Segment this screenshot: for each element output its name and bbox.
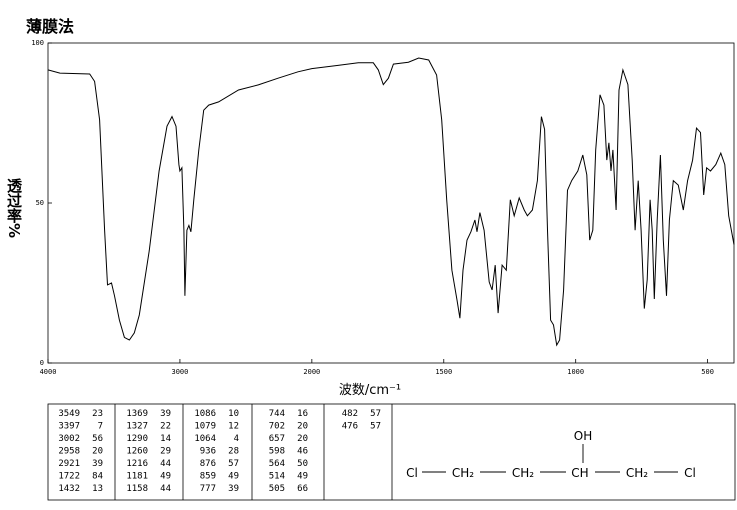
peak-transmittance: 16 [297, 409, 308, 419]
substituent: OH [574, 429, 592, 443]
peak-wavenumber: 744 [269, 409, 285, 419]
peak-wavenumber: 1432 [58, 484, 80, 494]
peak-wavenumber: 1722 [58, 472, 80, 482]
x-tick-label: 2000 [303, 368, 320, 376]
peak-transmittance: 4 [234, 434, 239, 444]
chart-title: 薄膜法 [26, 17, 74, 36]
bonds [422, 444, 678, 473]
peak-wavenumber: 1064 [194, 434, 216, 444]
peak-transmittance: 57 [370, 409, 381, 419]
x-axis-label: 波数/cm⁻¹ [339, 383, 401, 398]
peak-transmittance: 49 [297, 472, 308, 482]
peak-wavenumber: 859 [200, 472, 216, 482]
peak-wavenumber: 936 [200, 447, 216, 457]
peak-wavenumber: 1369 [126, 409, 148, 419]
peak-wavenumber: 3397 [58, 422, 80, 432]
peak-transmittance: 44 [160, 484, 171, 494]
peak-wavenumber: 476 [342, 422, 358, 432]
peak-wavenumber: 876 [200, 459, 216, 469]
peak-transmittance: 84 [92, 472, 103, 482]
peak-transmittance: 66 [297, 484, 308, 494]
peak-transmittance: 20 [92, 447, 103, 457]
y-axis-label: 透过率% [5, 178, 23, 238]
peak-transmittance: 44 [160, 459, 171, 469]
peak-wavenumber: 564 [269, 459, 285, 469]
y-tick-label: 100 [31, 39, 44, 47]
peak-wavenumber: 1327 [126, 422, 148, 432]
peak-wavenumber: 3002 [58, 434, 80, 444]
x-tick-label: 1500 [435, 368, 452, 376]
peak-wavenumber: 1086 [194, 409, 216, 419]
peak-transmittance: 56 [92, 434, 103, 444]
peak-transmittance: 13 [92, 484, 103, 494]
plot-frame [47, 42, 735, 364]
peak-wavenumber: 1260 [126, 447, 148, 457]
peak-transmittance: 28 [228, 447, 239, 457]
peak-transmittance: 39 [92, 459, 103, 469]
peak-transmittance: 23 [92, 409, 103, 419]
atom-group: CH₂ [626, 466, 648, 480]
atom-group: Cl [406, 466, 418, 480]
atom-group: CH [571, 466, 588, 480]
peak-wavenumber: 702 [269, 422, 285, 432]
peak-wavenumber: 2958 [58, 447, 80, 457]
peak-wavenumber: 514 [269, 472, 285, 482]
x-tick-label: 3000 [171, 368, 188, 376]
peak-transmittance: 39 [160, 409, 171, 419]
y-tick-label: 0 [40, 359, 44, 367]
peak-wavenumber: 1216 [126, 459, 148, 469]
atom-group: Cl [684, 466, 696, 480]
peak-transmittance: 20 [297, 434, 308, 444]
peak-transmittance: 29 [160, 447, 171, 457]
peak-wavenumber: 505 [269, 484, 285, 494]
peak-wavenumber: 1181 [126, 472, 148, 482]
peak-transmittance: 57 [228, 459, 239, 469]
peak-wavenumber: 1290 [126, 434, 148, 444]
peak-transmittance: 46 [297, 447, 308, 457]
peak-transmittance: 7 [98, 422, 103, 432]
spectrum-line [47, 57, 735, 347]
peak-wavenumber: 3549 [58, 409, 80, 419]
peak-wavenumber: 598 [269, 447, 285, 457]
peak-transmittance: 49 [160, 472, 171, 482]
peak-transmittance: 20 [297, 422, 308, 432]
atom-group: CH₂ [452, 466, 474, 480]
peak-transmittance: 22 [160, 422, 171, 432]
peak-wavenumber: 1158 [126, 484, 148, 494]
table-frame [47, 403, 736, 501]
peak-transmittance: 39 [228, 484, 239, 494]
peak-wavenumber: 1079 [194, 422, 216, 432]
peak-transmittance: 49 [228, 472, 239, 482]
peak-wavenumber: 777 [200, 484, 216, 494]
x-tick-label: 500 [701, 368, 714, 376]
peak-transmittance: 10 [228, 409, 239, 419]
peak-wavenumber: 657 [269, 434, 285, 444]
atom-group: CH₂ [512, 466, 534, 480]
peak-wavenumber: 2921 [58, 459, 80, 469]
peak-transmittance: 50 [297, 459, 308, 469]
x-tick-label: 1000 [567, 368, 584, 376]
y-tick-label: 50 [36, 199, 44, 207]
peak-transmittance: 14 [160, 434, 171, 444]
peak-transmittance: 57 [370, 422, 381, 432]
peak-wavenumber: 482 [342, 409, 358, 419]
table-dividers [114, 404, 393, 500]
peak-transmittance: 12 [228, 422, 239, 432]
x-tick-label: 4000 [40, 368, 57, 376]
